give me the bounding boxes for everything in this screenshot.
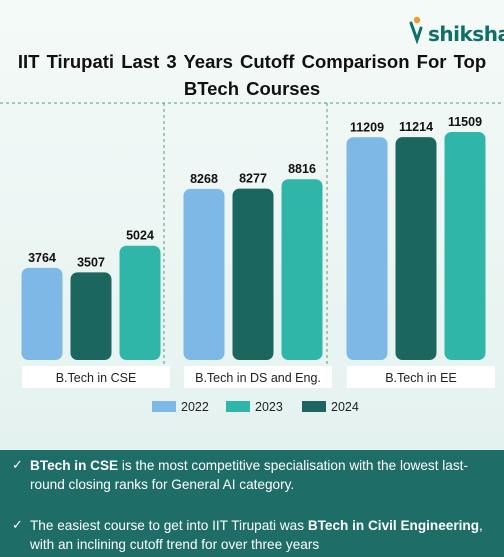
bar-2023-1 <box>281 179 323 360</box>
shiksha-logo-icon <box>409 16 423 44</box>
legend-label-2022: 2022 <box>181 400 209 414</box>
note-1-text: is the most competitive specialisation w… <box>30 458 468 492</box>
category-box-1 <box>184 366 332 388</box>
bar-2022-1 <box>183 188 225 360</box>
data-label-2023-1: 8816 <box>288 162 316 176</box>
data-label-2024-1: 8277 <box>239 172 267 186</box>
bar-2024-2 <box>395 137 437 360</box>
chart-title: IIT Tirupati Last 3 Years Cutoff Compari… <box>17 51 487 99</box>
data-label-2022-2: 11209 <box>350 120 384 134</box>
category-box-2 <box>347 366 495 388</box>
bar-2024-1 <box>232 188 274 360</box>
data-label-2023-2: 11509 <box>448 115 482 129</box>
checkmark-icon: ✓ <box>12 458 23 473</box>
category-box-0 <box>22 366 170 388</box>
insight-note-2: ✓ The easiest course to get into IIT Tir… <box>12 516 496 554</box>
data-label-2023-0: 5024 <box>126 229 154 243</box>
data-label-2024-0: 3507 <box>77 255 105 269</box>
note-2-text-pre: The easiest course to get into IIT Tirup… <box>30 518 308 533</box>
bar-chart: 3764 3507 5024 B.Tech in CSE 8268 8277 8816 B.T… <box>0 102 504 414</box>
category-label-2: B.Tech in EE <box>385 371 457 385</box>
bar-2023-0 <box>119 245 161 360</box>
note-2-bold: BTech in Civil Engineering <box>307 518 480 533</box>
data-label-2022-0: 3764 <box>28 251 56 265</box>
bar-2023-2 <box>444 132 486 360</box>
legend-label-2023: 2023 <box>255 400 283 414</box>
insight-note-1: ✓ BTech in CSE is the most competitive s… <box>12 456 496 494</box>
legend-swatch-2022 <box>152 401 176 412</box>
bar-2024-0 <box>70 272 112 360</box>
category-label-1: B.Tech in DS and Eng. <box>195 371 321 385</box>
checkmark-icon: ✓ <box>12 518 23 533</box>
legend-label-2024: 2024 <box>331 400 359 414</box>
legend-swatch-2023 <box>226 401 250 412</box>
legend-swatch-2024 <box>302 401 326 412</box>
note-2-text-post: , with an inclining cutoff trend for ove… <box>30 518 483 552</box>
note-1-bold: BTech in CSE <box>30 458 119 473</box>
category-label-0: B.Tech in CSE <box>56 371 137 385</box>
bar-2022-0 <box>21 267 63 360</box>
bar-2022-2 <box>346 137 388 360</box>
insights-panel: ✓ BTech in CSE is the most competitive s… <box>0 450 504 557</box>
data-label-2024-2: 11214 <box>399 120 433 134</box>
brand-name: shiksha <box>428 22 504 46</box>
data-label-2022-1: 8268 <box>190 172 218 186</box>
